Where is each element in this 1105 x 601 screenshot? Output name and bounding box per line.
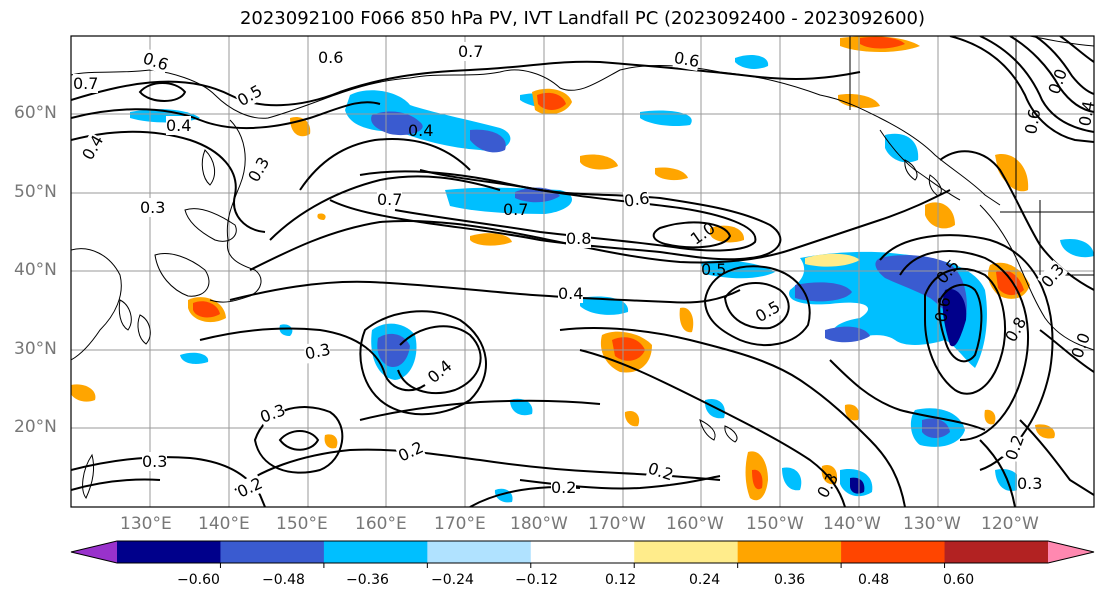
latitude-label: 20°N (14, 417, 57, 437)
colorbar-tick-label: 0.60 (943, 572, 975, 588)
contour-label: 0.3 (142, 452, 168, 471)
latitude-label: 50°N (14, 182, 57, 202)
colorbar-segment (737, 541, 842, 563)
contour-label: 0.3 (140, 198, 166, 217)
contour-label: 0.7 (458, 42, 484, 61)
colorbar-tick-label: −0.12 (515, 572, 558, 588)
colorbar-tick-label: 0.12 (605, 572, 637, 588)
colorbar-tick-label: 0.24 (689, 572, 721, 588)
colorbar-extend-high (1048, 541, 1094, 563)
contour-label: 0.7 (503, 200, 529, 219)
longitude-label: 180°W (510, 514, 568, 534)
contour-label: 0.4 (408, 121, 434, 140)
colorbar-tick-label: −0.24 (431, 572, 474, 588)
longitude-label: 150°W (746, 514, 804, 534)
colorbar-tick-label: −0.48 (262, 572, 305, 588)
colorbar-extend-low (71, 541, 117, 563)
map-panel (71, 36, 1094, 507)
longitude-label: 130°W (903, 514, 961, 534)
colorbar (70, 540, 1095, 568)
longitude-label: 160°E (355, 514, 407, 534)
colorbar-segment (530, 541, 635, 563)
colorbar-tick-label: −0.36 (346, 572, 389, 588)
colorbar-segment (841, 541, 946, 563)
colorbar-segment (323, 541, 428, 563)
contour-label: 0.4 (558, 284, 584, 303)
longitude-label: 140°W (823, 514, 881, 534)
latitude-label: 30°N (14, 339, 57, 359)
contour-label: 0.7 (377, 190, 403, 209)
colorbar-segment (944, 541, 1049, 563)
contour-label: 0.3 (1017, 474, 1043, 493)
colorbar-tick-label: −0.60 (177, 572, 220, 588)
contour-label: 0.4 (166, 116, 192, 135)
contour-label: 0.6 (318, 48, 344, 67)
longitude-label: 140°E (198, 514, 250, 534)
colorbar-segment (220, 541, 325, 563)
map-frame (70, 35, 1095, 508)
latitude-label: 40°N (14, 260, 57, 280)
colorbar-segment (427, 541, 532, 563)
contour-label: 0.7 (73, 74, 99, 93)
colorbar-segment (117, 541, 221, 563)
colorbar-segment (634, 541, 739, 563)
latitude-label: 60°N (14, 103, 57, 123)
longitude-label: 120°W (981, 514, 1039, 534)
contour-label: 0.5 (701, 260, 727, 279)
colorbar-outline (70, 540, 1095, 564)
longitude-label: 160°W (666, 514, 724, 534)
colorbar-tick-label: 0.36 (774, 572, 806, 588)
longitude-label: 150°E (276, 514, 328, 534)
map-title: 2023092100 F066 850 hPa PV, IVT Landfall… (239, 8, 926, 29)
graticule (71, 36, 1094, 507)
longitude-label: 130°E (120, 514, 172, 534)
contour-label: 0.2 (551, 478, 577, 497)
contour-label: 0.6 (622, 188, 651, 211)
longitude-label: 170°W (588, 514, 646, 534)
colorbar-tick-label: 0.48 (858, 572, 890, 588)
contour-label: 0.8 (566, 229, 592, 248)
longitude-label: 170°E (434, 514, 486, 534)
